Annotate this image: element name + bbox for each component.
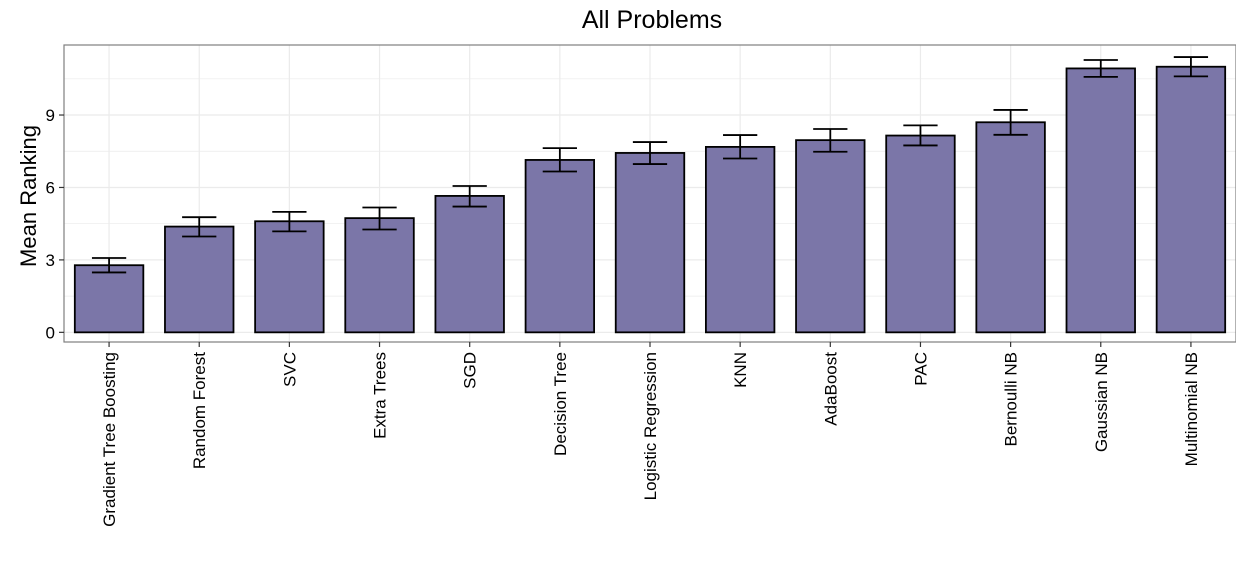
bar [795,139,866,334]
x-tick-label: AdaBoost [821,352,840,426]
x-tick-label: SGD [461,352,480,389]
x-tick-label: SVC [280,352,299,387]
y-tick-label: 3 [46,251,55,270]
y-tick-label: 6 [46,178,55,197]
x-tick-label: Gaussian NB [1092,352,1111,452]
bar [73,264,145,334]
x-tick-label: Logistic Regression [641,352,660,500]
bar [1155,65,1227,334]
y-tick-label: 0 [46,323,55,342]
x-tick-label: Decision Tree [551,352,570,456]
x-tick-label: Extra Trees [371,352,390,439]
y-axis-title: Mean Ranking [16,125,41,267]
bar [614,152,686,334]
bar [434,195,505,334]
x-tick-label: KNN [731,352,750,388]
bar [885,134,956,334]
bar [1065,67,1136,334]
x-tick-label: Gradient Tree Boosting [100,352,119,527]
y-tick-label: 9 [46,106,55,125]
bar [975,121,1046,334]
chart-title: All Problems [582,6,722,34]
x-tick-label: Bernoulli NB [1002,352,1021,447]
x-tick-label: Multinomial NB [1182,352,1201,466]
x-tick-label: Random Forest [190,352,209,469]
x-tick-label: PAC [911,352,930,386]
bar [704,145,776,334]
bar [344,217,415,334]
bar [524,159,596,334]
bar [254,220,325,334]
bar [164,225,235,334]
